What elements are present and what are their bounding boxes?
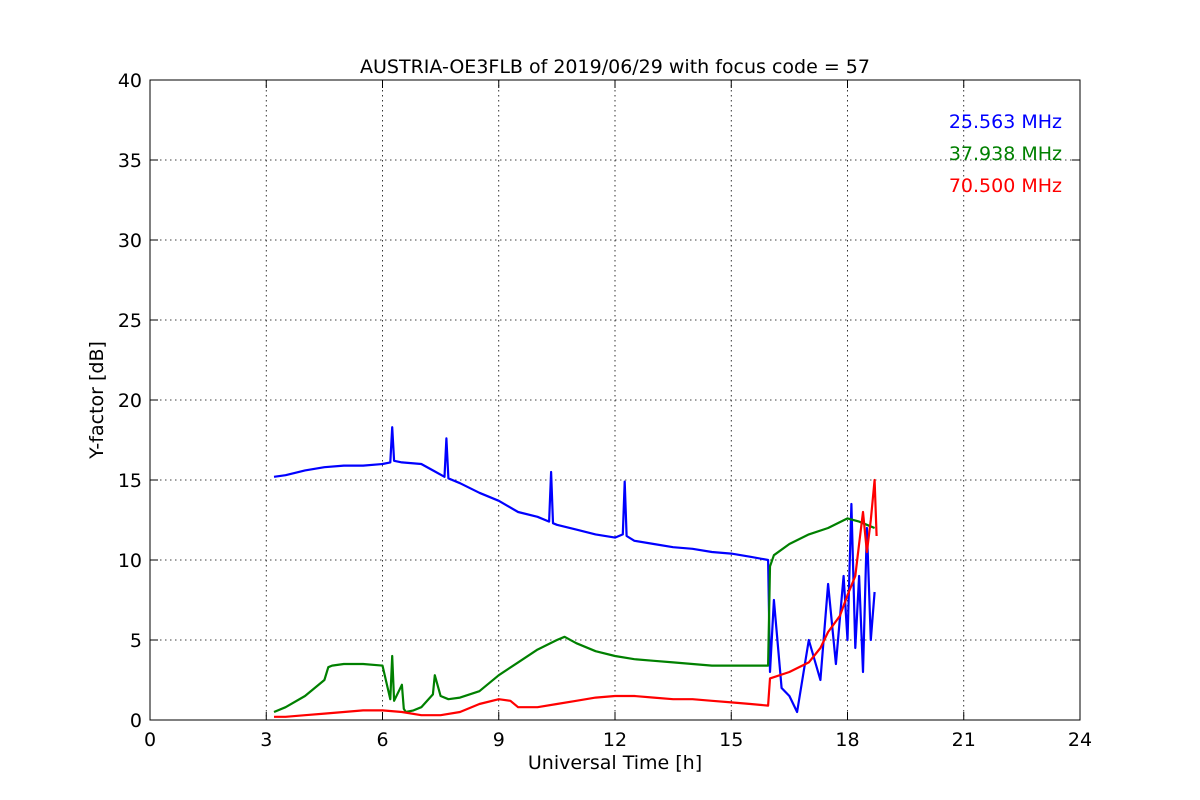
- x-tick-label: 3: [260, 729, 272, 751]
- y-tick-label: 35: [118, 150, 142, 172]
- y-tick-label: 40: [118, 70, 142, 92]
- x-tick-label: 18: [835, 729, 859, 751]
- x-tick-label: 6: [376, 729, 388, 751]
- tick-labels: 0 3 6 9 12 15 18 21 24 0 5 10 15 20 25 30 35 40: [118, 70, 1092, 751]
- x-tick-label: 21: [952, 729, 976, 751]
- legend-entry-2: 37.938 MHz: [949, 143, 1062, 165]
- legend-entry-3: 70.500 MHz: [949, 175, 1062, 197]
- y-tick-label: 20: [118, 390, 142, 412]
- x-tick-label: 0: [144, 729, 156, 751]
- y-tick-label: 5: [130, 630, 142, 652]
- x-axis-label: Universal Time [h]: [528, 752, 702, 774]
- y-tick-label: 10: [118, 550, 142, 572]
- x-tick-label: 12: [603, 729, 627, 751]
- y-tick-label: 25: [118, 310, 142, 332]
- series-line-1: [273, 426, 876, 714]
- x-tick-label: 24: [1068, 729, 1092, 751]
- series-line-3: [274, 478, 878, 718]
- legend: 25.563 MHz 37.938 MHz 70.500 MHz: [949, 111, 1062, 197]
- x-tick-label: 9: [493, 729, 505, 751]
- grid: [150, 80, 1080, 720]
- y-axis-label: Y-factor [dB]: [86, 341, 108, 460]
- y-tick-label: 15: [118, 470, 142, 492]
- chart-title: AUSTRIA-OE3FLB of 2019/06/29 with focus …: [360, 56, 870, 78]
- series-layer: [273, 426, 878, 718]
- legend-entry-1: 25.563 MHz: [949, 111, 1062, 133]
- x-tick-label: 15: [719, 729, 743, 751]
- y-tick-label: 0: [130, 710, 142, 732]
- y-tick-label: 30: [118, 230, 142, 252]
- series-line-2: [273, 517, 876, 714]
- ticks: [149, 79, 1081, 721]
